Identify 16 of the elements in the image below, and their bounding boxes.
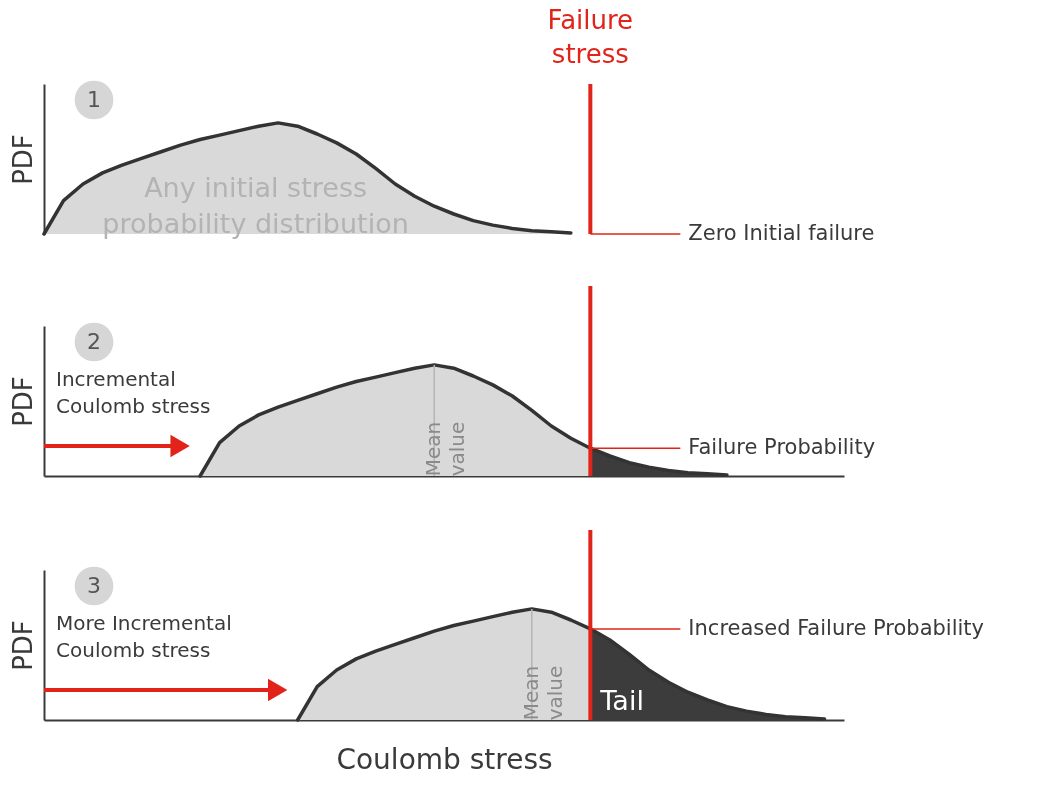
annotation: Mean value (518, 665, 567, 721)
annotation: Tail (599, 685, 644, 716)
annotation: Mean value (421, 421, 470, 477)
annotation: Incremental Coulomb stress (56, 367, 211, 418)
text: 1 (87, 87, 101, 112)
annotation: Zero Initial failure (688, 221, 875, 245)
text: 2 (87, 329, 101, 354)
y-axis-title: PDF (7, 376, 38, 427)
annotation: Failure Probability (688, 435, 876, 460)
y-axis-title: PDF (7, 620, 38, 671)
text: 3 (87, 573, 101, 598)
text: Failure stress (547, 5, 634, 69)
y-axis-title: PDF (7, 134, 38, 185)
annotation: More Incremental Coulomb stress (56, 611, 232, 662)
x-axis-title: Coulomb stress (336, 742, 553, 776)
annotation: Increased Failure Probability (688, 615, 984, 640)
